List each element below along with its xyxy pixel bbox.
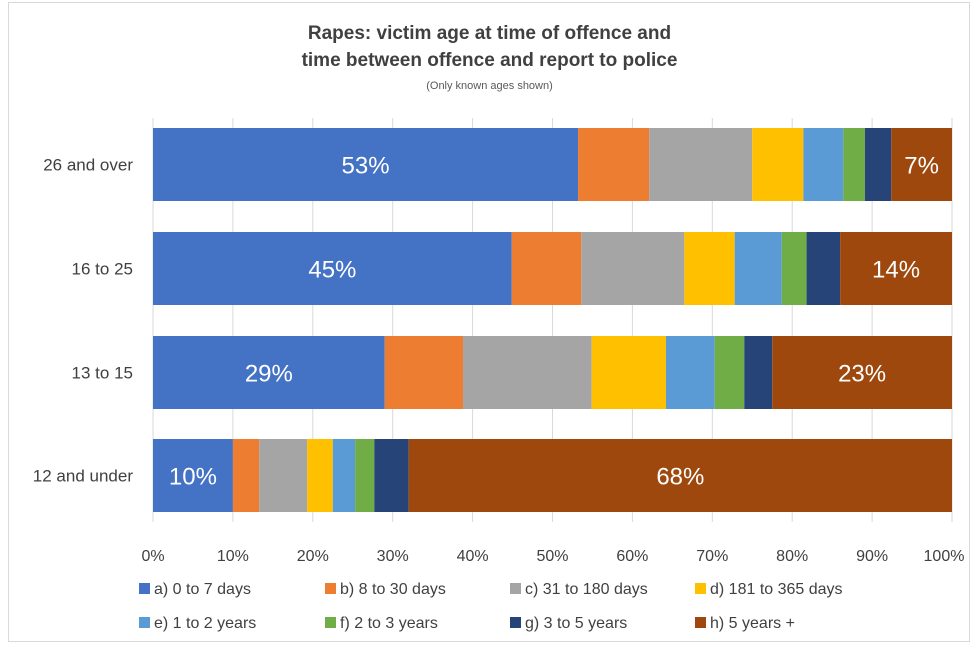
bar-segment (772, 336, 952, 409)
legend-swatch (510, 617, 521, 628)
y-tick-label: 26 and over (43, 156, 133, 175)
bar-segment (781, 232, 807, 305)
bar-segment (744, 336, 773, 409)
bar-segment (153, 128, 579, 201)
bar-segment (864, 128, 892, 201)
chart-title-line-2: time between offence and report to polic… (301, 50, 678, 71)
y-tick-label: 16 to 25 (72, 260, 133, 279)
data-label: 23% (838, 361, 886, 388)
bar-segment (232, 439, 260, 512)
data-label: 53% (342, 153, 390, 180)
legend-swatch (695, 617, 706, 628)
data-label: 14% (872, 257, 920, 284)
legend-label: c) 31 to 180 days (525, 581, 648, 598)
bar-segment (153, 336, 385, 409)
x-tick-label: 60% (616, 548, 648, 565)
bar-segment (891, 128, 952, 201)
bar-segment (463, 336, 592, 409)
legend-swatch (139, 583, 150, 594)
bar-segment (153, 439, 233, 512)
legend-swatch (695, 583, 706, 594)
data-label: 10% (169, 464, 217, 491)
x-tick-label: 40% (457, 548, 489, 565)
bar-segment (649, 128, 753, 201)
bar-segment (355, 439, 375, 512)
bar-segment (153, 232, 512, 305)
legend-swatch (325, 617, 336, 628)
legend-swatch (510, 583, 521, 594)
legend-swatch (139, 617, 150, 628)
data-label: 29% (245, 361, 293, 388)
bar-segment (734, 232, 782, 305)
bar-segment (591, 336, 666, 409)
bar-segment (374, 439, 409, 512)
bar-segment (578, 128, 650, 201)
bar-segment (511, 232, 582, 305)
bar-segment (259, 439, 308, 512)
bar-segment (408, 439, 952, 512)
bar-segment (752, 128, 804, 201)
bar-segment (581, 232, 685, 305)
legend-label: h) 5 years + (710, 615, 795, 632)
bar-segment (684, 232, 735, 305)
bar-segment (714, 336, 745, 409)
legend-label: a) 0 to 7 days (154, 581, 251, 598)
data-label: 45% (308, 257, 356, 284)
chart-subtitle: (Only known ages shown) (426, 80, 553, 92)
chart-frame (8, 2, 970, 642)
legend-label: e) 1 to 2 years (154, 615, 256, 632)
legend-label: g) 3 to 5 years (525, 615, 627, 632)
data-label: 68% (656, 464, 704, 491)
y-tick-label: 13 to 15 (72, 364, 133, 383)
bar-segment (840, 232, 952, 305)
x-tick-label: 90% (856, 548, 888, 565)
chart-title-line-1: Rapes: victim age at time of offence and (307, 23, 672, 44)
legend-label: d) 181 to 365 days (710, 581, 843, 598)
x-tick-label: 80% (776, 548, 808, 565)
bar-segment (332, 439, 356, 512)
bar-segment (307, 439, 333, 512)
bar-segment (843, 128, 865, 201)
bar-segment (665, 336, 715, 409)
x-tick-label: 20% (297, 548, 329, 565)
legend-label: b) 8 to 30 days (340, 581, 446, 598)
legend-swatch (325, 583, 336, 594)
x-tick-label: 10% (217, 548, 249, 565)
x-tick-label: 0% (141, 548, 164, 565)
bar-segment (803, 128, 844, 201)
x-tick-label: 100% (924, 548, 965, 565)
data-label: 7% (904, 153, 939, 180)
bar-segment (384, 336, 464, 409)
x-tick-label: 50% (536, 548, 568, 565)
bar-segment (806, 232, 841, 305)
y-tick-label: 12 and under (33, 467, 134, 486)
legend-label: f) 2 to 3 years (340, 615, 438, 632)
x-tick-label: 30% (377, 548, 409, 565)
x-tick-label: 70% (696, 548, 728, 565)
